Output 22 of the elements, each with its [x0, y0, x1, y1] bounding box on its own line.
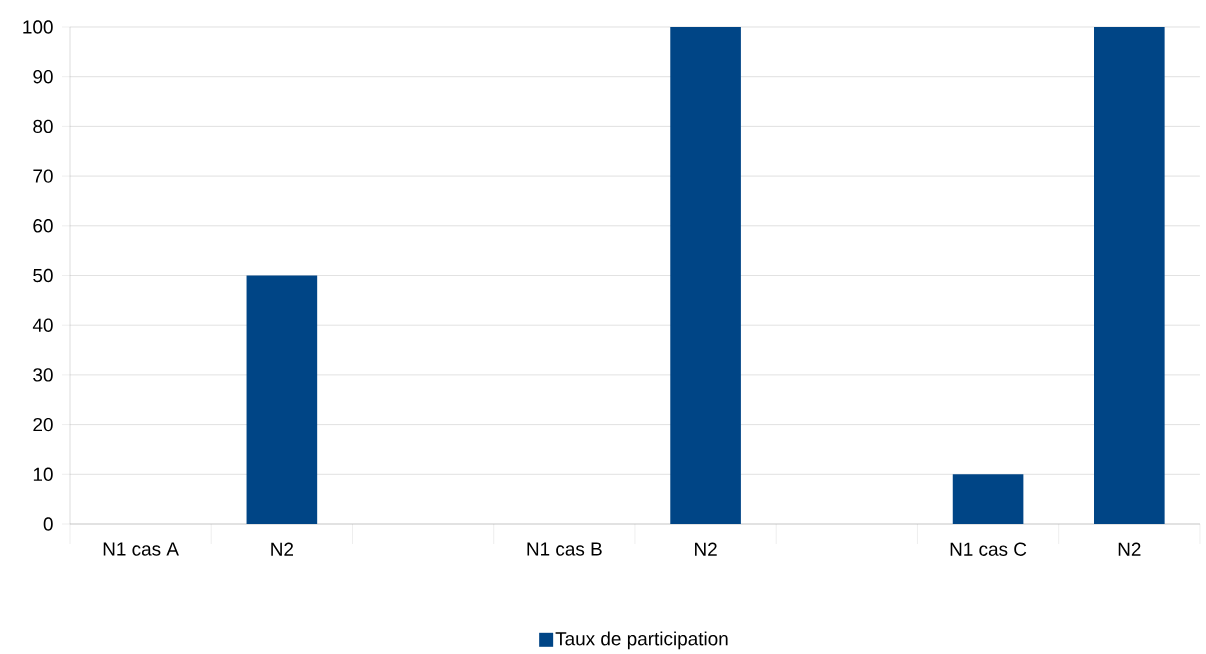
y-tick-label: 70: [33, 169, 53, 183]
bar: [1094, 26, 1165, 524]
y-tick-label: 20: [33, 417, 53, 432]
y-tick-label: 80: [33, 119, 53, 134]
y-tick-label: 50: [33, 268, 53, 283]
y-tick-label: 40: [32, 318, 53, 332]
bar: [246, 275, 318, 524]
x-tick-label: N2: [1118, 542, 1141, 556]
y-tick-label: 10: [33, 467, 53, 481]
x-tick-label: N1 cas C: [950, 542, 1027, 556]
y-tick-label: 60: [33, 219, 53, 233]
y-tick-label: 90: [33, 69, 53, 84]
bar: [670, 26, 741, 524]
legend-label: Taux de participation: [555, 631, 728, 650]
y-tick-label: 30: [33, 368, 53, 382]
bar: [952, 474, 1024, 524]
x-tick-label: N2: [695, 542, 717, 556]
y-tick-label: 0: [43, 517, 53, 531]
x-tick-label: N1 cas B: [527, 542, 602, 556]
y-tick-label: 100: [23, 20, 53, 34]
x-tick-label: N2: [271, 542, 294, 556]
x-tick-label: N1 cas A: [103, 542, 179, 556]
